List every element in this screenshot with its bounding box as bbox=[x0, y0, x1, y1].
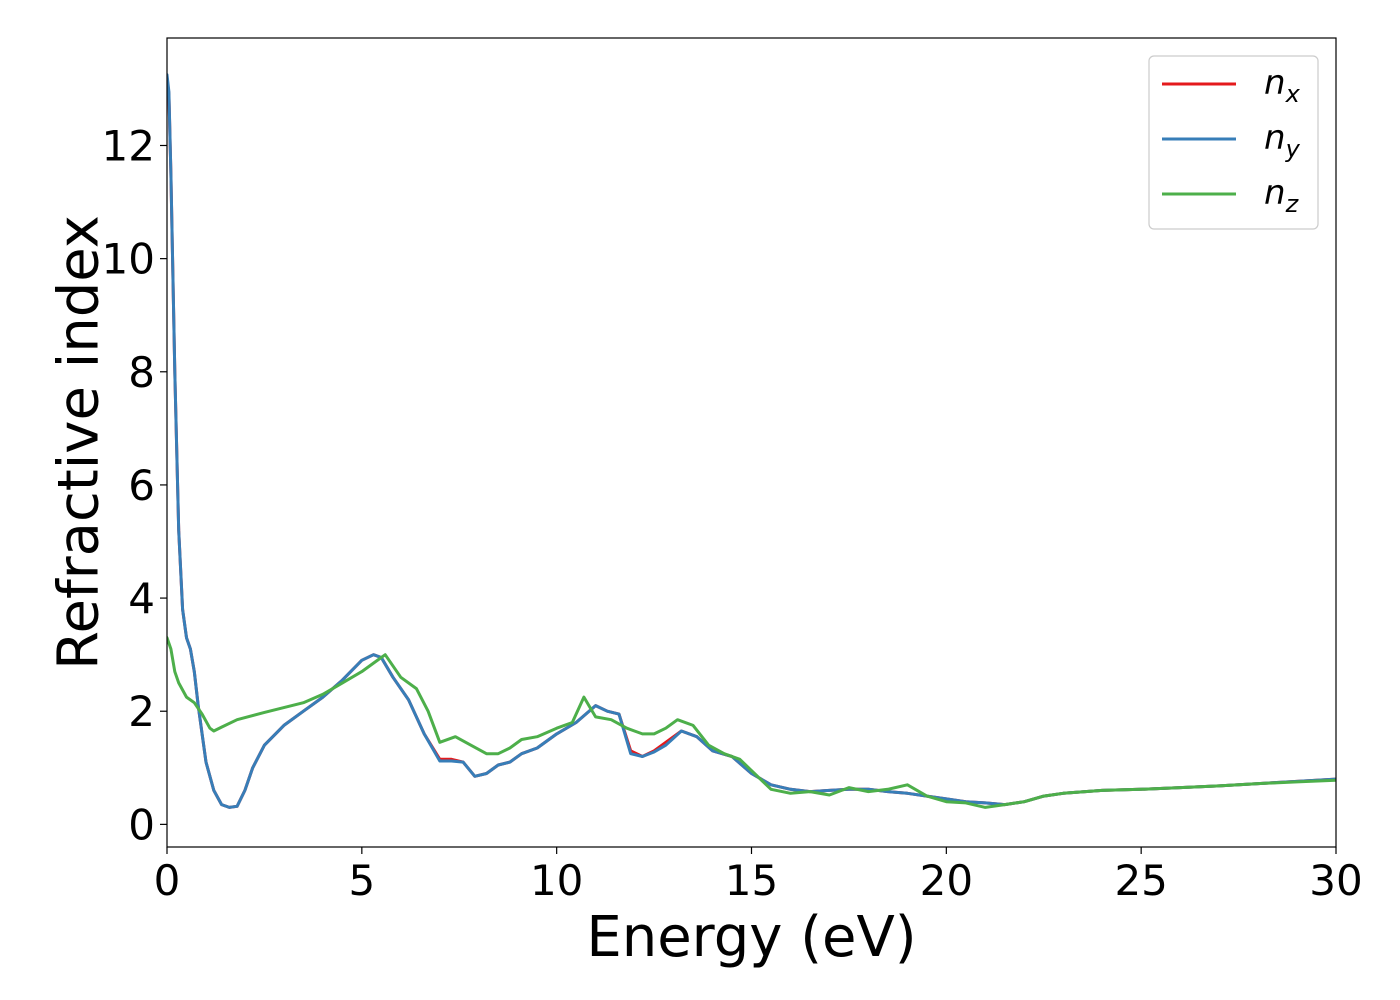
y-tick-label: 0 bbox=[128, 800, 155, 849]
y-tick-label: 4 bbox=[128, 574, 155, 623]
x-axis: 0 5 10 15 20 25 30 bbox=[154, 847, 1363, 905]
legend-box bbox=[1148, 55, 1319, 230]
legend: nx ny nz bbox=[1148, 55, 1319, 230]
x-tick-label: 5 bbox=[348, 856, 375, 905]
legend-label-n-y: ny bbox=[1264, 118, 1301, 163]
x-tick-label: 20 bbox=[920, 856, 973, 905]
legend-label-n-x: nx bbox=[1264, 63, 1301, 108]
x-axis-label: Energy (eV) bbox=[586, 905, 916, 970]
y-tick-label: 2 bbox=[128, 687, 155, 736]
y-tick-label: 8 bbox=[128, 348, 155, 397]
x-tick-label: 25 bbox=[1114, 856, 1167, 905]
y-axis: 0 2 4 6 8 10 12 bbox=[102, 121, 167, 849]
x-tick-label: 15 bbox=[725, 856, 778, 905]
y-tick-label: 6 bbox=[128, 461, 155, 510]
legend-label-n-z: nz bbox=[1264, 173, 1300, 218]
series-line-n-y bbox=[167, 73, 1336, 809]
x-tick-label: 0 bbox=[154, 856, 181, 905]
x-tick-label: 10 bbox=[530, 856, 583, 905]
x-tick-label: 30 bbox=[1309, 856, 1362, 905]
y-axis-label: Refractive index bbox=[47, 215, 112, 670]
y-tick-label: 10 bbox=[102, 235, 155, 284]
series-layer bbox=[167, 73, 1336, 809]
y-tick-label: 12 bbox=[102, 121, 155, 170]
series-line-n-z bbox=[167, 636, 1336, 809]
